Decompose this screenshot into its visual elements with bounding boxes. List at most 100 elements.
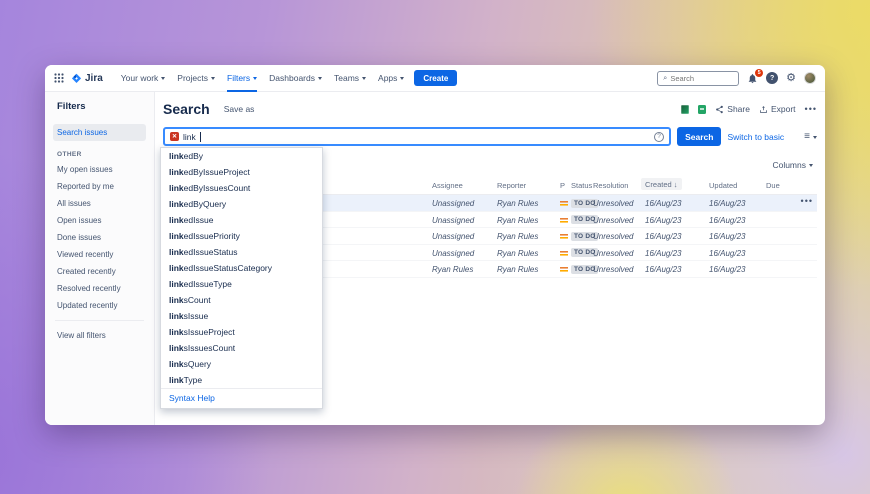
autocomplete-suggestion[interactable]: linkedIssue [169,215,214,225]
chevron-down-icon [317,77,322,82]
table-row[interactable]: Unassigned Ryan Rules TO DO Unresolved 16/Au… [163,212,817,228]
autocomplete-suggestion[interactable]: linksQuery [169,359,212,369]
help-button[interactable]: ? [766,72,779,84]
autocomplete-suggestion[interactable]: linkedIssueStatus [169,247,238,257]
nav-item-dashboards[interactable]: Dashboards [263,65,328,92]
nav-item-apps[interactable]: Apps [372,65,410,92]
global-search[interactable]: ⌕ [657,70,740,86]
priority-medium-icon [560,217,568,223]
jira-logo[interactable]: Jira [71,73,103,84]
create-button[interactable]: Create [414,70,458,86]
sidebar-item-done-issues[interactable]: Done issues [57,233,102,242]
sidebar-item-created-recently[interactable]: Created recently [57,267,116,276]
table-row[interactable]: Unassigned Ryan Rules TO DO Unresolved 16/Au… [163,245,817,261]
cell-reporter: Ryan Rules [497,265,539,274]
autocomplete-suggestion[interactable]: linkedIssuePriority [169,231,240,241]
user-avatar[interactable] [804,72,816,84]
cell-created: 16/Aug/23 [645,215,682,225]
column-header-assignee[interactable]: Assignee [432,181,463,190]
chevron-down-icon [809,164,813,169]
jql-query-text: link [183,131,196,142]
table-body: Unassigned Ryan Rules TO DO Unresolved 16/Au… [163,195,817,278]
row-actions-menu-button[interactable]: ••• [800,196,813,206]
autocomplete-suggestion[interactable]: linkedIssueType [169,279,232,289]
nav-item-projects[interactable]: Projects [171,65,221,92]
chevron-down-icon [400,77,405,82]
nav-item-filters[interactable]: Filters [221,65,263,92]
autocomplete-suggestion[interactable]: linkedByIssuesCount [169,183,251,193]
share-button[interactable]: Share [715,104,750,114]
autocomplete-suggestion[interactable]: linksIssuesCount [169,343,236,353]
autocomplete-suggestion[interactable]: linkedIssueStatusCategory [169,263,273,273]
column-header-due[interactable]: Due [766,181,780,190]
column-header-created[interactable]: Created ↓ [641,178,682,190]
column-header-resolution[interactable]: Resolution [593,181,629,190]
autocomplete-suggestion[interactable]: linkedByIssueProject [169,167,250,177]
sidebar-item-resolved-recently[interactable]: Resolved recently [57,284,121,293]
autocomplete-suggestion[interactable]: linksCount [169,295,211,305]
settings-gear-icon[interactable]: ⚙ [786,71,796,84]
export-button[interactable]: Export [759,104,796,114]
view-options-button[interactable]: ≡ [804,130,817,142]
search-submit-button[interactable]: Search [677,127,722,146]
column-header-updated[interactable]: Updated [709,181,738,190]
bell-icon [748,73,757,83]
column-header-reporter[interactable]: Reporter [497,181,527,190]
export-icon [760,105,767,113]
issues-table: Assignee Reporter P Status Resolution Created… [163,178,817,278]
filters-sidebar: Filters Search issues OTHER My open issu… [45,92,155,425]
cell-reporter: Ryan Rules [497,199,539,208]
sidebar-item-all-issues[interactable]: All issues [57,199,91,208]
cell-updated: 16/Aug/23 [709,215,746,225]
table-row[interactable]: Unassigned Ryan Rules TO DO Unresolved 16/Au… [163,228,817,245]
table-row[interactable]: Unassigned Ryan Rules TO DO Unresolved 16/Au… [163,195,817,212]
autocomplete-suggestion[interactable]: linkedByQuery [169,199,227,209]
switch-to-basic-link[interactable]: Switch to basic [727,131,785,142]
table-row[interactable]: Ryan Rules Ryan Rules TO DO Unresolved 16/Au… [163,261,817,278]
sidebar-item-view-all-filters[interactable]: View all filters [57,331,106,340]
table-header-row: Assignee Reporter P Status Resolution Created… [163,178,817,195]
nav-item-teams[interactable]: Teams [328,65,372,92]
column-header-status[interactable]: Status [571,181,593,190]
cell-assignee: Unassigned [432,232,475,241]
cell-updated: 16/Aug/23 [709,265,746,274]
jql-autocomplete-dropdown: linkedBy linkedByIssueProject linkedByIssu… [160,147,323,409]
app-switcher-icon[interactable] [54,73,64,83]
autocomplete-suggestion[interactable]: linksIssue [169,311,209,321]
syntax-help-link[interactable]: Syntax Help [161,388,322,408]
jql-help-icon[interactable]: ? [654,131,665,142]
autocomplete-suggestion[interactable]: linkType [169,375,203,385]
cell-assignee: Unassigned [432,199,475,208]
save-as-button[interactable]: Save as [223,104,255,114]
list-view-icon: ≡ [804,130,810,142]
autocomplete-suggestion[interactable]: linkedBy [169,151,204,161]
cell-reporter: Ryan Rules [497,248,539,258]
sidebar-item-reported-by-me[interactable]: Reported by me [57,182,114,191]
chevron-down-icon [362,77,367,82]
notifications-button[interactable]: 5 [747,68,764,84]
column-header-p[interactable]: P [560,181,566,190]
more-options-button[interactable]: ••• [804,104,817,114]
cell-updated: 16/Aug/23 [709,248,746,258]
status-badge: TO DO [571,264,599,274]
jira-logo-icon [72,73,81,83]
sheets-export-icon[interactable] [698,104,707,114]
sidebar-section-label: OTHER [57,151,82,158]
sidebar-item-updated-recently[interactable]: Updated recently [57,301,118,310]
sidebar-item-list: My open issues Reported by me All issues Op… [53,161,146,314]
sidebar-item-viewed-recently[interactable]: Viewed recently [57,250,114,259]
columns-dropdown-button[interactable]: Columns [772,160,813,170]
sidebar-title: Filters [57,101,86,112]
jira-app-window: Jira Your work Projects Filters Dashboar… [45,65,825,425]
sidebar-item-search-issues[interactable]: Search issues [53,124,146,141]
question-mark-icon: ? [769,74,775,82]
excel-export-icon[interactable] [681,104,690,114]
autocomplete-suggestion[interactable]: linksIssueProject [169,327,235,337]
sidebar-item-my-open-issues[interactable]: My open issues [57,165,113,174]
nav-item-your-work[interactable]: Your work [115,65,171,92]
notification-count-badge: 5 [755,68,764,77]
autocomplete-list: linkedBy linkedByIssueProject linkedByIssu… [161,148,322,388]
global-search-input[interactable] [670,73,731,83]
sidebar-item-open-issues[interactable]: Open issues [57,216,102,225]
jql-search-input[interactable]: ✕ link ? [163,127,672,146]
